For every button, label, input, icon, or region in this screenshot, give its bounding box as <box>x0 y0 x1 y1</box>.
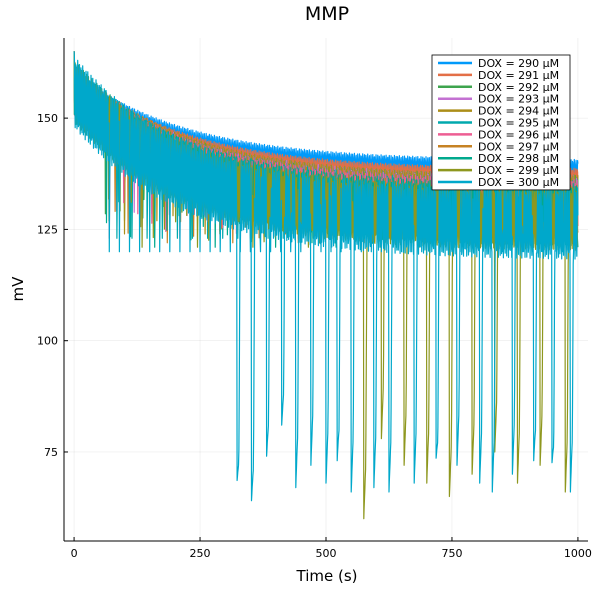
x-tick-label: 500 <box>316 547 337 560</box>
x-tick-label: 250 <box>190 547 211 560</box>
legend-label: DOX = 290 μM <box>478 57 559 70</box>
legend-label: DOX = 299 μM <box>478 164 559 177</box>
y-axis-label: mV <box>9 276 27 302</box>
legend-label: DOX = 292 μM <box>478 81 559 94</box>
legend-label: DOX = 295 μM <box>478 117 559 130</box>
y-tick-label: 100 <box>37 335 58 348</box>
y-tick-label: 150 <box>37 112 58 125</box>
y-tick-label: 75 <box>44 446 58 459</box>
chart-title: MMP <box>305 3 349 25</box>
legend-label: DOX = 296 μM <box>478 128 559 141</box>
legend-label: DOX = 293 μM <box>478 93 559 106</box>
series-layer <box>73 51 579 520</box>
y-tick-label: 125 <box>37 223 58 236</box>
axes: 0 250 500 750 1000 75 100 125 150 <box>37 38 592 560</box>
x-tick-label: 750 <box>441 547 462 560</box>
series-line <box>73 51 579 502</box>
legend-label: DOX = 298 μM <box>478 152 559 165</box>
x-tick-label: 0 <box>71 547 78 560</box>
legend-label: DOX = 294 μM <box>478 105 559 118</box>
x-axis-label: Time (s) <box>296 567 358 585</box>
legend-label: DOX = 291 μM <box>478 69 559 82</box>
x-tick-label: 1000 <box>564 547 592 560</box>
legend-label: DOX = 297 μM <box>478 140 559 153</box>
legend-label: DOX = 300 μM <box>478 176 559 189</box>
